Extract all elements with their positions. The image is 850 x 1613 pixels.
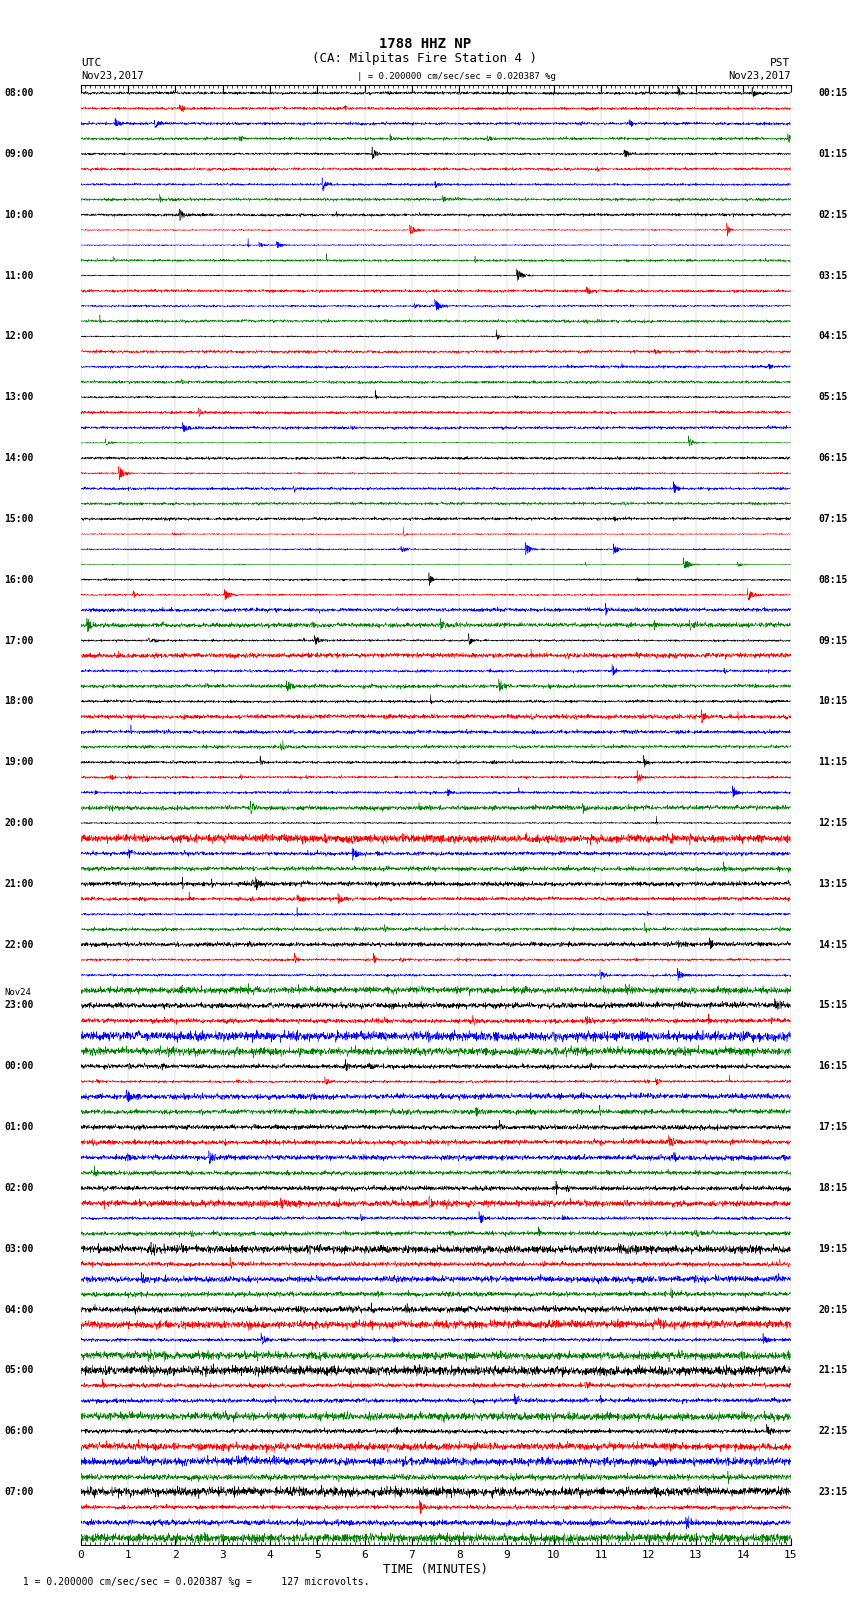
Text: 16:00: 16:00 (4, 574, 34, 584)
Text: 20:15: 20:15 (818, 1305, 847, 1315)
Text: Nov23,2017: Nov23,2017 (728, 71, 791, 81)
Text: 00:15: 00:15 (818, 89, 847, 98)
Text: 06:00: 06:00 (4, 1426, 34, 1436)
Text: 09:00: 09:00 (4, 148, 34, 160)
Text: 23:00: 23:00 (4, 1000, 34, 1010)
Text: | = 0.200000 cm/sec/sec = 0.020387 %g: | = 0.200000 cm/sec/sec = 0.020387 %g (357, 71, 556, 81)
Text: 15:00: 15:00 (4, 515, 34, 524)
Text: 14:15: 14:15 (818, 940, 847, 950)
Text: 05:00: 05:00 (4, 1365, 34, 1376)
Text: 12:00: 12:00 (4, 331, 34, 342)
Text: PST: PST (770, 58, 790, 68)
Text: 03:00: 03:00 (4, 1244, 34, 1253)
Text: 11:15: 11:15 (818, 756, 847, 768)
Text: 07:15: 07:15 (818, 515, 847, 524)
Text: 08:00: 08:00 (4, 89, 34, 98)
Text: 11:00: 11:00 (4, 271, 34, 281)
Text: 05:15: 05:15 (818, 392, 847, 402)
Text: 1788 HHZ NP: 1788 HHZ NP (379, 37, 471, 50)
Text: 01:00: 01:00 (4, 1123, 34, 1132)
Text: (CA: Milpitas Fire Station 4 ): (CA: Milpitas Fire Station 4 ) (313, 52, 537, 65)
Text: 07:00: 07:00 (4, 1487, 34, 1497)
Text: 01:15: 01:15 (818, 148, 847, 160)
Text: 13:00: 13:00 (4, 392, 34, 402)
Text: Nov23,2017: Nov23,2017 (81, 71, 144, 81)
Text: 12:15: 12:15 (818, 818, 847, 827)
X-axis label: TIME (MINUTES): TIME (MINUTES) (383, 1563, 488, 1576)
Text: 02:00: 02:00 (4, 1182, 34, 1194)
Text: 04:00: 04:00 (4, 1305, 34, 1315)
Text: 18:15: 18:15 (818, 1182, 847, 1194)
Text: 19:15: 19:15 (818, 1244, 847, 1253)
Text: 04:15: 04:15 (818, 331, 847, 342)
Text: 09:15: 09:15 (818, 636, 847, 645)
Text: 10:15: 10:15 (818, 697, 847, 706)
Text: 16:15: 16:15 (818, 1061, 847, 1071)
Text: 19:00: 19:00 (4, 756, 34, 768)
Text: 00:00: 00:00 (4, 1061, 34, 1071)
Text: 20:00: 20:00 (4, 818, 34, 827)
Text: 15:15: 15:15 (818, 1000, 847, 1010)
Text: UTC: UTC (81, 58, 101, 68)
Text: 21:15: 21:15 (818, 1365, 847, 1376)
Text: 22:15: 22:15 (818, 1426, 847, 1436)
Text: 18:00: 18:00 (4, 697, 34, 706)
Text: 14:00: 14:00 (4, 453, 34, 463)
Text: 03:15: 03:15 (818, 271, 847, 281)
Text: 17:00: 17:00 (4, 636, 34, 645)
Text: Nov24: Nov24 (4, 989, 31, 997)
Text: 1 = 0.200000 cm/sec/sec = 0.020387 %g =     127 microvolts.: 1 = 0.200000 cm/sec/sec = 0.020387 %g = … (17, 1578, 370, 1587)
Text: 02:15: 02:15 (818, 210, 847, 219)
Text: 22:00: 22:00 (4, 940, 34, 950)
Text: 21:00: 21:00 (4, 879, 34, 889)
Text: 23:15: 23:15 (818, 1487, 847, 1497)
Text: 17:15: 17:15 (818, 1123, 847, 1132)
Text: 13:15: 13:15 (818, 879, 847, 889)
Text: 10:00: 10:00 (4, 210, 34, 219)
Text: 06:15: 06:15 (818, 453, 847, 463)
Text: 08:15: 08:15 (818, 574, 847, 584)
